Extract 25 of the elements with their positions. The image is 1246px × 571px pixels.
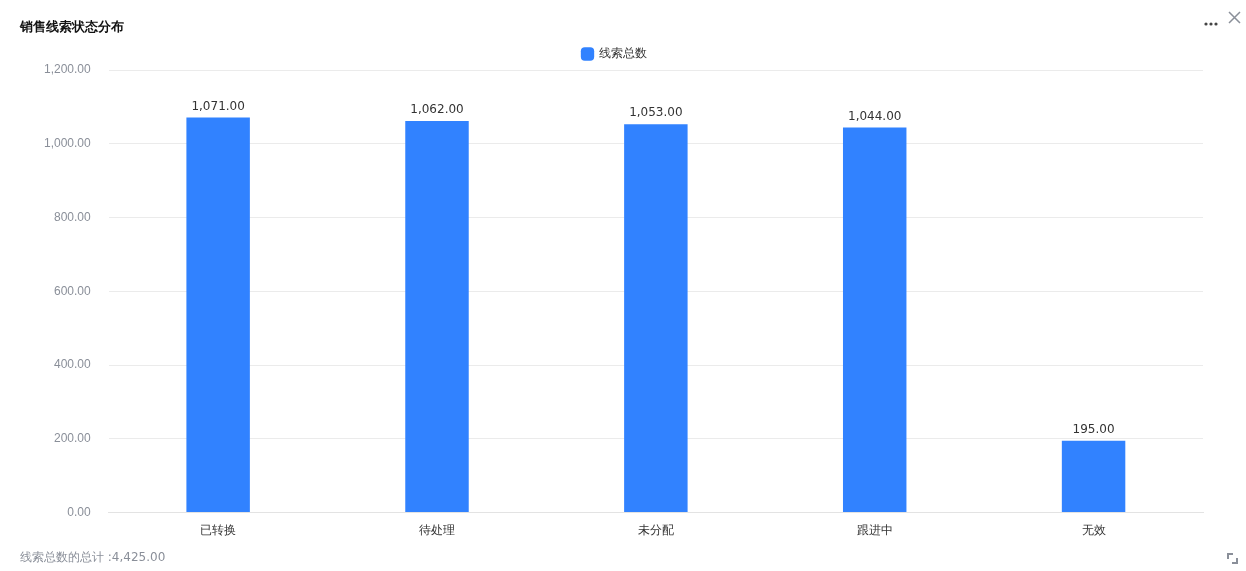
y-tick-label: 200.00 bbox=[54, 431, 92, 446]
data-label: 1,071.00 bbox=[191, 98, 245, 113]
bar bbox=[842, 127, 907, 513]
bar bbox=[624, 124, 688, 513]
data-label: 1,053.00 bbox=[629, 105, 683, 120]
x-tick-label: 已转换 bbox=[200, 523, 237, 538]
x-tick-label: 无效 bbox=[1081, 523, 1106, 538]
y-tick-label: 1,000.00 bbox=[43, 136, 92, 151]
legend-label: 线索总数 bbox=[599, 46, 647, 61]
y-tick-label: 400.00 bbox=[54, 357, 92, 372]
y-tick-label: 1,200.00 bbox=[43, 62, 92, 77]
x-tick-label: 未分配 bbox=[637, 523, 674, 538]
data-label: 195.00 bbox=[1072, 421, 1115, 436]
bar bbox=[405, 120, 469, 513]
data-label: 1,044.00 bbox=[847, 108, 902, 123]
text: 线索总数的总计 :4,425.00 bbox=[20, 549, 166, 566]
data-label: 1,062.00 bbox=[410, 102, 464, 117]
y-tick-label: 800.00 bbox=[54, 209, 92, 224]
x-tick-label: 跟进中 bbox=[856, 523, 893, 538]
y-tick-label: 600.00 bbox=[54, 283, 92, 298]
chart-title: 销售线索状态分布 bbox=[20, 18, 124, 36]
bar bbox=[1061, 440, 1126, 513]
y-tick-label: 0.00 bbox=[67, 504, 92, 519]
bar bbox=[186, 117, 250, 513]
x-tick-label: 待处理 bbox=[419, 523, 455, 538]
